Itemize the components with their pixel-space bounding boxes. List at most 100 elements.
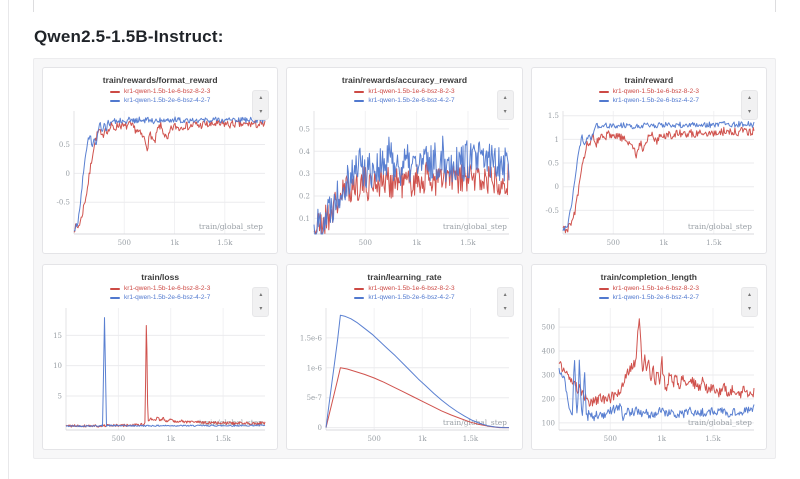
svg-text:1k: 1k <box>418 435 427 443</box>
chart-svg: 500 1k 1.5k 0.5 0.4 0.3 0.2 0.1 train/global_ste… <box>299 111 510 247</box>
legend-item[interactable]: kr1-qwen-1.5b-1e-6-bsz-8-2-3 <box>48 87 272 96</box>
charts-grid: train/rewards/format_reward kr1-qwen-1.5… <box>33 58 776 459</box>
svg-text:5: 5 <box>58 393 62 401</box>
chart-title: train/loss <box>141 272 180 282</box>
stepper-down-button[interactable]: ▾ <box>253 105 268 119</box>
legend-line-swatch <box>354 287 365 290</box>
legend-label: kr1-qwen-1.5b-1e-6-bsz-8-2-3 <box>123 88 211 95</box>
chart-panel-completion-length: train/completion_length kr1-qwen-1.5b-1e… <box>530 264 767 450</box>
legend-line-swatch <box>109 296 120 299</box>
top-clipped-box-border-left <box>33 0 34 12</box>
chart-legend: kr1-qwen-1.5b-1e-6-bsz-8-2-3 kr1-qwen-1.… <box>48 87 272 105</box>
legend-item[interactable]: kr1-qwen-1.5b-2e-6-bsz-4-2-7 <box>48 293 272 302</box>
chart-panel-format-reward: train/rewards/format_reward kr1-qwen-1.5… <box>42 67 279 254</box>
stepper-up-button[interactable]: ▴ <box>253 91 268 105</box>
svg-text:1.5: 1.5 <box>548 112 559 120</box>
svg-text:400: 400 <box>541 348 554 356</box>
svg-text:1.5e-6: 1.5e-6 <box>300 334 323 342</box>
chart-legend: kr1-qwen-1.5b-1e-6-bsz-8-2-3 kr1-qwen-1.… <box>292 87 516 105</box>
svg-text:5e-7: 5e-7 <box>307 394 322 402</box>
panel-stepper: ▴ ▾ <box>496 90 514 120</box>
page-left-border <box>8 0 9 479</box>
chart-svg: 500 1k 1.5k 0.5 0 -0.5 train/global_step <box>57 111 266 247</box>
stepper-down-button[interactable]: ▾ <box>742 105 757 119</box>
top-clipped-box-border-right <box>775 0 776 12</box>
legend-item[interactable]: kr1-qwen-1.5b-2e-6-bsz-4-2-7 <box>292 96 516 105</box>
legend-label: kr1-qwen-1.5b-1e-6-bsz-8-2-3 <box>368 88 455 95</box>
legend-item[interactable]: kr1-qwen-1.5b-1e-6-bsz-8-2-3 <box>292 87 516 96</box>
stepper-down-button[interactable]: ▾ <box>742 302 757 316</box>
svg-text:0.3: 0.3 <box>299 170 310 178</box>
chart-title: train/completion_length <box>600 272 697 282</box>
legend-line-swatch <box>109 99 120 102</box>
svg-text:1k: 1k <box>170 239 179 247</box>
legend-item[interactable]: kr1-qwen-1.5b-2e-6-bsz-4-2-7 <box>537 293 761 302</box>
chart-plot[interactable]: 500 1k 1.5k 15 10 5 train/global_step <box>48 304 272 445</box>
legend-item[interactable]: kr1-qwen-1.5b-1e-6-bsz-8-2-3 <box>292 284 516 293</box>
chart-plot[interactable]: 500 1k 1.5k 500 400 300 200 100 train/global_ste… <box>537 304 761 445</box>
stepper-up-button[interactable]: ▴ <box>498 288 513 302</box>
svg-text:1.5k: 1.5k <box>215 435 231 443</box>
svg-text:train/global_step: train/global_step <box>443 418 507 427</box>
svg-text:0.5: 0.5 <box>299 125 310 133</box>
chart-legend: kr1-qwen-1.5b-1e-6-bsz-8-2-3 kr1-qwen-1.… <box>537 87 761 105</box>
page-title: Qwen2.5-1.5B-Instruct: <box>34 27 224 46</box>
svg-text:1: 1 <box>554 136 558 144</box>
chart-panel-reward: train/reward kr1-qwen-1.5b-1e-6-bsz-8-2-… <box>530 67 767 254</box>
svg-text:train/global_step: train/global_step <box>688 222 752 231</box>
stepper-down-button[interactable]: ▾ <box>498 105 513 119</box>
legend-line-swatch <box>354 90 365 93</box>
stepper-up-button[interactable]: ▴ <box>498 91 513 105</box>
chart-plot[interactable]: 500 1k 1.5k 1.5e-6 1e-6 5e-7 0 train/global_ste… <box>292 304 516 445</box>
legend-label: kr1-qwen-1.5b-2e-6-bsz-4-2-7 <box>368 294 455 301</box>
legend-label: kr1-qwen-1.5b-2e-6-bsz-4-2-7 <box>123 294 211 301</box>
svg-text:0.4: 0.4 <box>299 148 311 156</box>
stepper-down-button[interactable]: ▾ <box>498 302 513 316</box>
legend-item[interactable]: kr1-qwen-1.5b-2e-6-bsz-4-2-7 <box>48 96 272 105</box>
legend-item[interactable]: kr1-qwen-1.5b-1e-6-bsz-8-2-3 <box>537 87 761 96</box>
stepper-up-button[interactable]: ▴ <box>742 91 757 105</box>
legend-label: kr1-qwen-1.5b-1e-6-bsz-8-2-3 <box>368 285 455 292</box>
svg-text:500: 500 <box>368 435 381 443</box>
svg-text:500: 500 <box>359 239 372 247</box>
svg-text:0: 0 <box>318 424 322 432</box>
svg-text:1.5k: 1.5k <box>461 239 477 247</box>
chart-plot[interactable]: 500 1k 1.5k 1.5 1 0.5 0 -0.5 train/global_step <box>537 107 761 249</box>
chart-title: train/rewards/accuracy_reward <box>341 75 468 85</box>
legend-line-swatch <box>109 90 120 93</box>
chart-plot[interactable]: 500 1k 1.5k 0.5 0 -0.5 train/global_step <box>48 107 272 249</box>
chart-svg: 500 1k 1.5k 500 400 300 200 100 train/global_ste… <box>541 308 755 443</box>
svg-text:1e-6: 1e-6 <box>307 364 323 372</box>
svg-text:1.5k: 1.5k <box>705 435 721 443</box>
stepper-up-button[interactable]: ▴ <box>253 288 268 302</box>
svg-text:1.5k: 1.5k <box>217 239 233 247</box>
svg-text:train/global_step: train/global_step <box>688 418 752 427</box>
legend-item[interactable]: kr1-qwen-1.5b-2e-6-bsz-4-2-7 <box>292 293 516 302</box>
panel-stepper: ▴ ▾ <box>252 287 270 317</box>
chart-legend: kr1-qwen-1.5b-1e-6-bsz-8-2-3 kr1-qwen-1.… <box>537 284 761 302</box>
svg-text:500: 500 <box>603 435 616 443</box>
svg-text:0.5: 0.5 <box>59 141 70 149</box>
legend-item[interactable]: kr1-qwen-1.5b-1e-6-bsz-8-2-3 <box>48 284 272 293</box>
legend-label: kr1-qwen-1.5b-2e-6-bsz-4-2-7 <box>612 294 699 301</box>
legend-line-swatch <box>354 296 365 299</box>
svg-text:15: 15 <box>53 332 62 340</box>
stepper-down-button[interactable]: ▾ <box>253 302 268 316</box>
legend-item[interactable]: kr1-qwen-1.5b-2e-6-bsz-4-2-7 <box>537 96 761 105</box>
stepper-up-button[interactable]: ▴ <box>742 288 757 302</box>
svg-text:100: 100 <box>541 419 554 427</box>
svg-text:500: 500 <box>541 324 554 332</box>
chart-title: train/rewards/format_reward <box>102 75 218 85</box>
svg-text:10: 10 <box>53 362 62 370</box>
svg-text:0.5: 0.5 <box>548 160 559 168</box>
chart-legend: kr1-qwen-1.5b-1e-6-bsz-8-2-3 kr1-qwen-1.… <box>48 284 272 302</box>
legend-item[interactable]: kr1-qwen-1.5b-1e-6-bsz-8-2-3 <box>537 284 761 293</box>
svg-text:500: 500 <box>112 435 125 443</box>
svg-text:1.5k: 1.5k <box>463 435 479 443</box>
svg-text:500: 500 <box>118 239 131 247</box>
chart-title: train/reward <box>624 75 674 85</box>
svg-text:200: 200 <box>541 395 554 403</box>
chart-plot[interactable]: 500 1k 1.5k 0.5 0.4 0.3 0.2 0.1 train/global_ste… <box>292 107 516 249</box>
legend-label: kr1-qwen-1.5b-1e-6-bsz-8-2-3 <box>612 285 699 292</box>
